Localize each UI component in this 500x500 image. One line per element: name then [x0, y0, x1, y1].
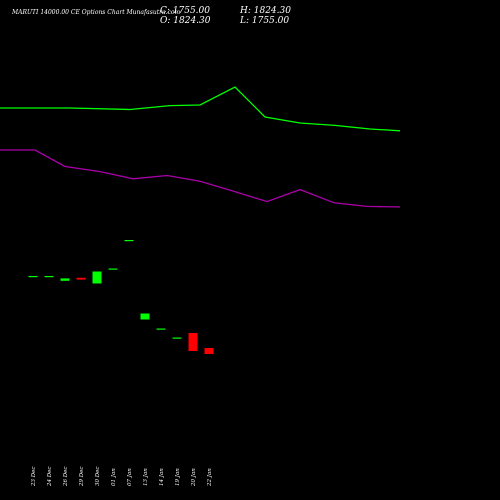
candle-body [156, 328, 166, 330]
candle-body [76, 277, 86, 280]
candle-body [124, 240, 134, 242]
high-value: H: 1824.30 [240, 6, 291, 16]
x-tick-label: 14 Jan [159, 468, 165, 486]
x-tick-label: 01 Jan [111, 468, 117, 486]
x-tick-label: 24 Dec [47, 467, 53, 488]
candle-body [188, 333, 198, 351]
x-tick-label: 23 Dec [31, 467, 37, 488]
x-tick-label: 29 Dec [79, 467, 85, 488]
x-tick-label: 19 Jan [175, 468, 181, 486]
indicator-lines [0, 86, 401, 208]
candle-body [140, 313, 150, 320]
candle-body [204, 348, 214, 354]
candle-body [172, 337, 182, 339]
x-tick-label: 22 Jan [207, 468, 213, 487]
candle-body [60, 278, 70, 281]
candle-body [44, 276, 54, 278]
close-value: C: 1755.00 [160, 6, 210, 16]
candle-body [92, 271, 102, 284]
chart-title: MARUTI 14000.00 CE Options Chart Munafas… [12, 9, 181, 16]
x-axis-labels: 23 Dec 24 Dec 26 Dec 29 Dec 30 Dec 01 Jan 07 J… [31, 467, 213, 488]
open-value: O: 1824.30 [160, 16, 211, 26]
x-tick-label: 07 Jan [127, 468, 133, 486]
upper-line-series [0, 86, 401, 132]
x-tick-label: 30 Dec [95, 467, 101, 487]
candles [28, 240, 214, 354]
x-tick-label: 13 Jan [143, 468, 149, 486]
candle-body [28, 276, 38, 278]
lower-line-series [0, 149, 401, 208]
x-tick-label: 20 Jan [191, 468, 197, 487]
candle-body [108, 268, 118, 270]
x-tick-label: 26 Dec [63, 467, 69, 488]
low-value: L: 1755.00 [240, 16, 290, 26]
